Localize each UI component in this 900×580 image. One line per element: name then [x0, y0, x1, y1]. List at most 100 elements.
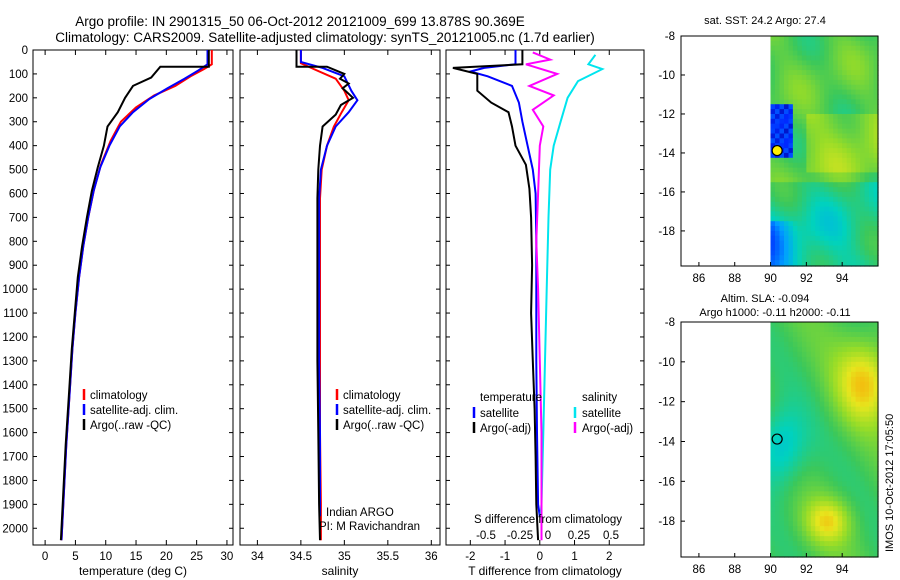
map-cell: [837, 516, 843, 522]
map-cell: [851, 451, 857, 457]
map-cell: [851, 506, 857, 512]
map-cell: [792, 421, 798, 428]
map-cell: [842, 441, 848, 448]
map-cell: [810, 336, 816, 343]
map-cell: [770, 541, 776, 547]
map-cell: [851, 138, 857, 144]
map-cell: [792, 70, 798, 76]
map-cell: [846, 177, 852, 183]
y-tick-label: 800: [9, 236, 28, 248]
map-cell: [855, 104, 861, 110]
map-cell: [837, 65, 843, 71]
map-cell: [792, 551, 798, 557]
map-cell: [775, 201, 781, 208]
map-cell: [833, 245, 839, 251]
map-cell: [824, 94, 830, 100]
map-cell: [792, 260, 798, 266]
map-cell: [837, 322, 843, 328]
map-cell: [806, 431, 812, 438]
map-cell: [788, 216, 794, 222]
map-cell: [784, 152, 790, 159]
map-cell: [837, 551, 843, 557]
map-cell: [873, 446, 879, 453]
map-cell: [770, 421, 776, 428]
map-cell: [833, 230, 839, 237]
map-cell: [770, 546, 776, 552]
map-cell: [815, 376, 821, 383]
map-cell: [810, 491, 816, 497]
map-cell: [828, 230, 834, 237]
map-cell: [833, 226, 839, 232]
map-cell: [855, 496, 861, 502]
map-cell: [815, 187, 821, 193]
map-cell: [855, 260, 861, 266]
map-cell: [810, 426, 816, 433]
map-cell: [846, 133, 852, 139]
map-cell: [775, 421, 781, 428]
map-cell: [851, 109, 857, 115]
map-cell: [846, 536, 852, 542]
map-cell: [833, 436, 839, 443]
map-cell: [797, 191, 803, 198]
map-cell: [851, 206, 857, 213]
map-cell: [779, 191, 785, 198]
map-cell: [833, 327, 839, 333]
map-cell: [833, 386, 839, 393]
map-cell: [815, 99, 821, 105]
map-cell: [828, 191, 834, 198]
map-cell: [864, 376, 870, 383]
map-cell: [779, 138, 785, 144]
map-cell: [770, 65, 776, 71]
map-cell: [842, 235, 848, 242]
map-cell: [864, 55, 870, 61]
map-cell: [842, 536, 848, 542]
map-cell: [779, 172, 785, 178]
map-cell: [855, 75, 861, 81]
map-cell: [824, 104, 830, 110]
map-cell: [860, 201, 866, 208]
map-cell: [801, 401, 807, 408]
map-cell: [788, 461, 794, 467]
y-tick-label: 100: [9, 69, 28, 81]
map-cell: [873, 45, 879, 52]
map-cell: [815, 123, 821, 130]
map-cell: [846, 143, 852, 149]
map-cell: [797, 521, 803, 527]
map-cell: [864, 89, 870, 96]
map-cell: [779, 245, 785, 251]
map-cell: [819, 182, 825, 188]
map-cell: [824, 40, 830, 47]
map-cell: [801, 99, 807, 105]
map-cell: [846, 50, 852, 57]
map-cell: [779, 551, 785, 557]
map-cell: [792, 471, 798, 477]
map-cell: [788, 162, 794, 169]
map-cell: [846, 94, 852, 100]
map-cell: [873, 148, 879, 154]
map-cell: [788, 206, 794, 213]
map-cell: [797, 99, 803, 105]
map-cell: [797, 356, 803, 363]
y-tick-label: 1500: [2, 404, 28, 416]
map-cell: [810, 361, 816, 368]
map-cell: [860, 70, 866, 76]
map-cell: [819, 89, 825, 96]
map-cell: [788, 79, 794, 86]
map-cell: [860, 143, 866, 149]
map-cell: [855, 148, 861, 154]
map-cell: [806, 356, 812, 363]
map-cell: [770, 191, 776, 198]
map-cell: [851, 526, 857, 532]
map-cell: [851, 79, 857, 86]
map-cell: [864, 411, 870, 418]
map-cell: [806, 521, 812, 527]
map-cell: [846, 506, 852, 512]
map-cell: [801, 431, 807, 438]
map-cell: [873, 391, 879, 398]
map-cell: [770, 386, 776, 393]
map-cell: [797, 486, 803, 492]
map-cell: [775, 461, 781, 467]
map-cell: [792, 211, 798, 217]
map-cell: [824, 381, 830, 388]
y-tick-label: 700: [9, 212, 28, 224]
